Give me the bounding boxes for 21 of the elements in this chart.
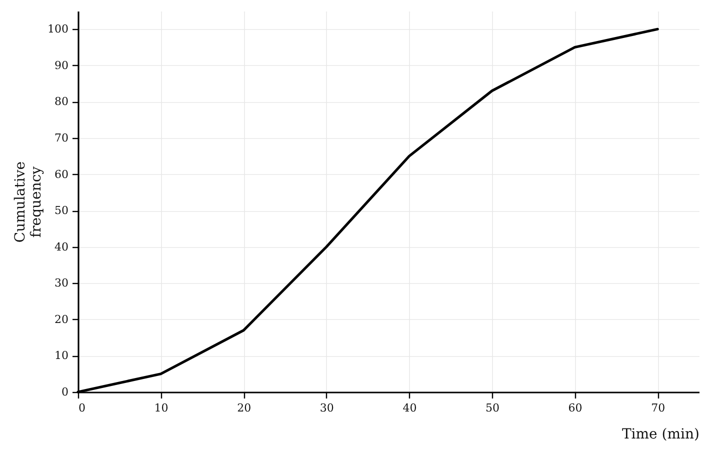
y-tick-label: 30 [54,276,68,290]
y-tick-label: 70 [54,132,68,144]
x-tick-label: 10 [154,402,168,414]
y-tick-label: 80 [54,95,68,108]
x-axis-title: Time (min) [622,426,700,442]
x-tick-label: 50 [486,402,500,414]
x-tick-label: 40 [402,402,417,414]
y-tick-label: 60 [54,168,68,181]
y-tick-label: 0 [62,386,68,398]
y-tick-label: 100 [48,22,68,36]
y-tick-label: 40 [54,240,68,254]
y-tick-label: 90 [54,58,68,72]
y-tick-label: 20 [54,312,68,326]
x-tick-label: 30 [320,402,334,414]
x-tick-label: 0 [78,402,86,414]
x-tick-label: 60 [568,402,582,414]
x-tick-label: 20 [237,402,252,414]
y-tick-label: 50 [54,204,68,218]
y-axis-title: Cumulative frequency [12,161,45,243]
y-tick-label: 10 [54,349,68,362]
x-tick-label: 70 [651,402,666,414]
